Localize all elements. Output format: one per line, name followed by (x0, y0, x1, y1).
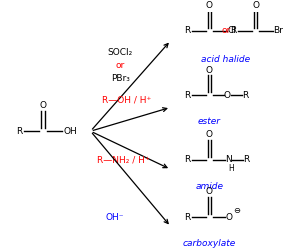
Text: O: O (40, 101, 46, 110)
Text: R: R (184, 213, 190, 222)
Text: carboxylate: carboxylate (183, 239, 236, 248)
Text: ⊖: ⊖ (234, 206, 241, 215)
Text: N: N (225, 155, 232, 164)
Text: R: R (184, 91, 190, 100)
Text: O: O (206, 1, 213, 10)
Text: R: R (242, 91, 248, 100)
Text: R: R (230, 26, 236, 35)
Text: O: O (206, 66, 213, 75)
Text: R: R (184, 26, 190, 35)
Text: R—OH / H⁺: R—OH / H⁺ (102, 96, 151, 105)
Text: O: O (252, 1, 259, 10)
Text: O: O (206, 187, 213, 196)
Text: H: H (228, 164, 234, 173)
Text: R: R (244, 155, 250, 164)
Text: or: or (116, 61, 125, 70)
Text: R: R (184, 155, 190, 164)
Text: R: R (16, 127, 22, 136)
Text: O: O (224, 91, 231, 100)
Text: Br: Br (273, 26, 283, 35)
Text: Cl: Cl (227, 26, 236, 35)
Text: SOCl₂: SOCl₂ (108, 48, 133, 57)
Text: O: O (206, 130, 213, 139)
Text: R—NH₂ / H⁺: R—NH₂ / H⁺ (97, 155, 150, 164)
Text: or: or (221, 26, 230, 35)
Text: acid halide: acid halide (201, 55, 250, 64)
Text: PBr₃: PBr₃ (111, 74, 130, 83)
Text: OH: OH (64, 127, 78, 136)
Text: ester: ester (198, 117, 221, 126)
Text: amide: amide (195, 182, 224, 191)
Text: O: O (225, 213, 232, 222)
Text: OH⁻: OH⁻ (105, 213, 124, 222)
